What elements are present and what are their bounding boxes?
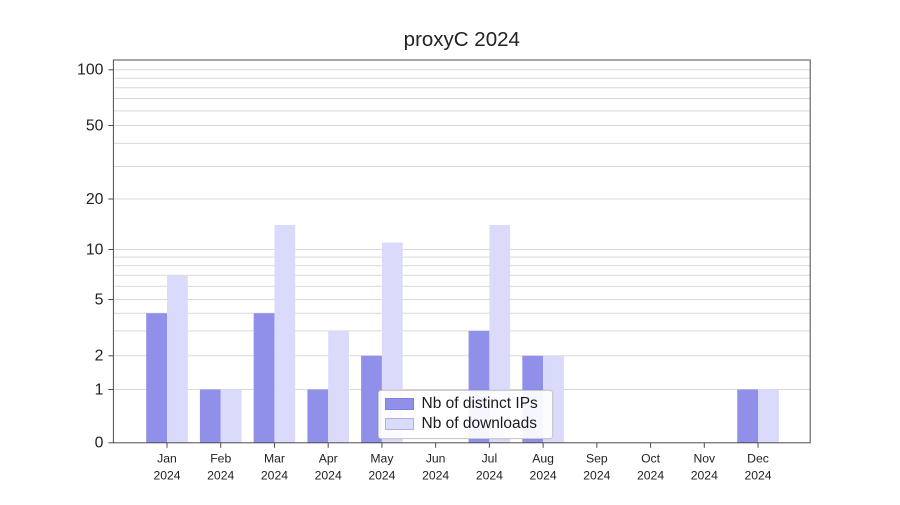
svg-text:Aug: Aug (532, 451, 554, 465)
svg-text:2024: 2024 (744, 468, 771, 482)
svg-text:100: 100 (77, 62, 104, 79)
svg-text:2: 2 (95, 348, 104, 365)
svg-text:1: 1 (95, 381, 104, 398)
svg-text:2024: 2024 (530, 468, 557, 482)
svg-text:20: 20 (86, 191, 104, 208)
svg-text:50: 50 (86, 117, 104, 134)
svg-text:Mar: Mar (264, 451, 285, 465)
svg-text:Oct: Oct (641, 451, 661, 465)
svg-text:Nov: Nov (693, 451, 716, 465)
svg-text:2024: 2024 (691, 468, 718, 482)
svg-text:0: 0 (95, 435, 104, 452)
svg-text:10: 10 (86, 241, 104, 258)
svg-text:Feb: Feb (210, 451, 231, 465)
svg-text:2024: 2024 (261, 468, 288, 482)
svg-text:2024: 2024 (422, 468, 449, 482)
svg-text:Apr: Apr (319, 451, 338, 465)
svg-text:2024: 2024 (315, 468, 342, 482)
svg-text:2024: 2024 (637, 468, 664, 482)
svg-text:Jan: Jan (157, 451, 177, 465)
svg-text:May: May (370, 451, 394, 465)
svg-text:2024: 2024 (207, 468, 234, 482)
svg-text:2024: 2024 (583, 468, 610, 482)
svg-text:2024: 2024 (368, 468, 395, 482)
svg-text:5: 5 (95, 291, 104, 308)
svg-text:2024: 2024 (153, 468, 180, 482)
svg-text:Sep: Sep (586, 451, 608, 465)
svg-text:Dec: Dec (747, 451, 769, 465)
svg-text:Jun: Jun (426, 451, 446, 465)
svg-text:2024: 2024 (476, 468, 503, 482)
svg-text:Jul: Jul (482, 451, 498, 465)
